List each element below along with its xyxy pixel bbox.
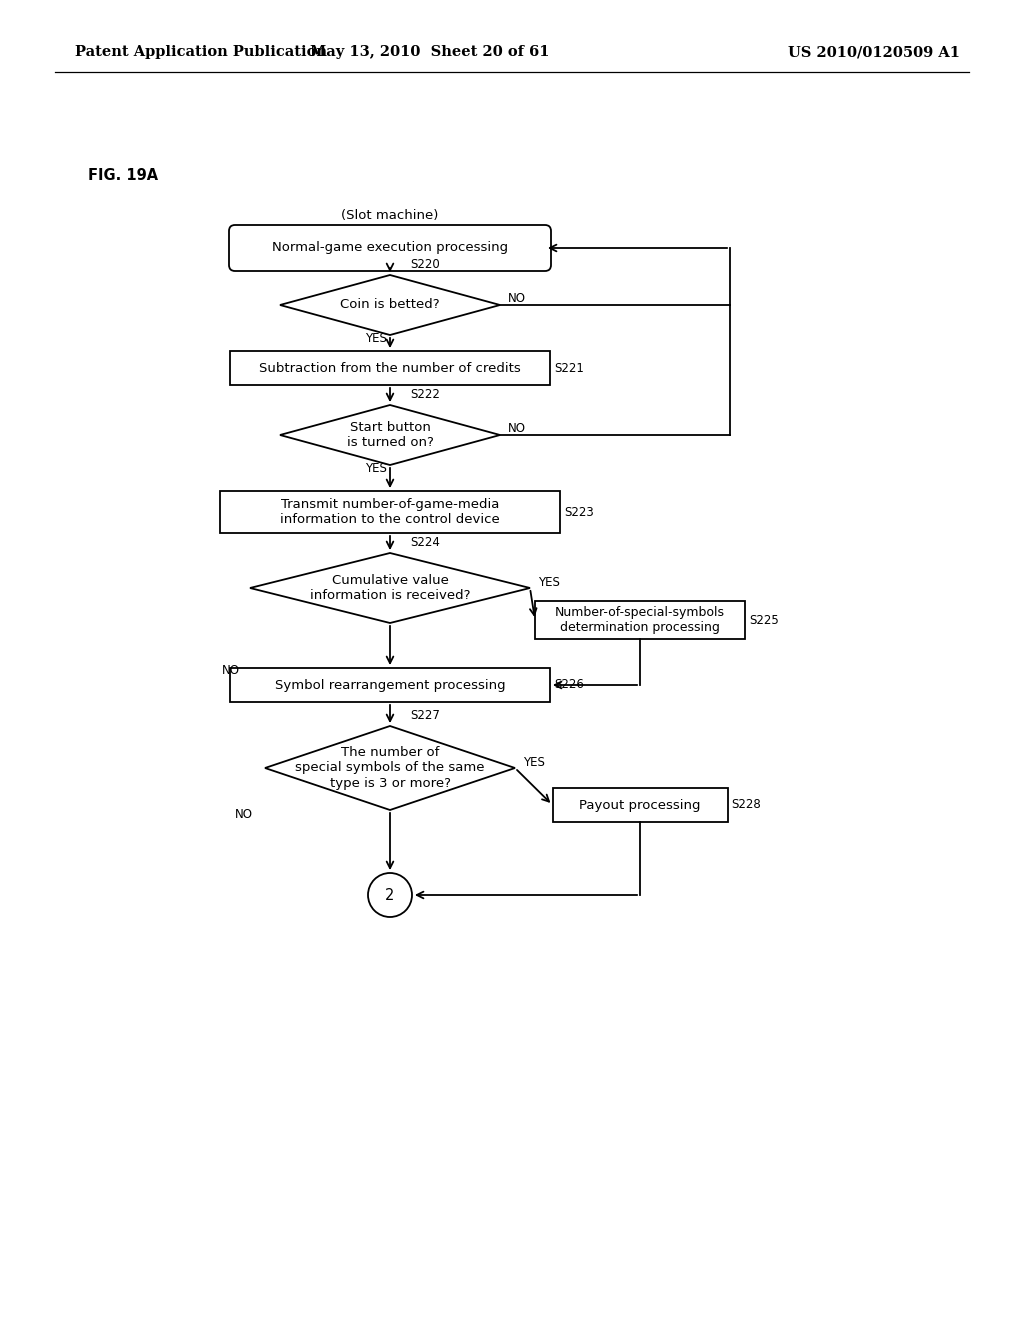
- Bar: [535, 601, 745, 639]
- FancyBboxPatch shape: [229, 224, 551, 271]
- Polygon shape: [280, 405, 500, 465]
- Circle shape: [368, 873, 412, 917]
- Bar: [220, 491, 560, 533]
- Text: NO: NO: [508, 293, 526, 305]
- Text: NO: NO: [222, 664, 240, 677]
- Text: Number-of-special-symbols
determination processing: Number-of-special-symbols determination …: [555, 606, 725, 634]
- Text: 2: 2: [385, 887, 394, 903]
- Bar: [230, 668, 550, 702]
- Text: YES: YES: [366, 333, 387, 345]
- Text: May 13, 2010  Sheet 20 of 61: May 13, 2010 Sheet 20 of 61: [310, 45, 550, 59]
- Text: YES: YES: [523, 755, 545, 768]
- Text: Patent Application Publication: Patent Application Publication: [75, 45, 327, 59]
- Polygon shape: [280, 275, 500, 335]
- Polygon shape: [265, 726, 515, 810]
- Bar: [553, 788, 727, 822]
- Text: S221: S221: [554, 362, 584, 375]
- Text: FIG. 19A: FIG. 19A: [88, 168, 158, 182]
- Text: YES: YES: [366, 462, 387, 475]
- Text: Coin is betted?: Coin is betted?: [340, 298, 440, 312]
- Text: US 2010/0120509 A1: US 2010/0120509 A1: [788, 45, 961, 59]
- Text: Subtraction from the number of credits: Subtraction from the number of credits: [259, 362, 521, 375]
- Text: S222: S222: [410, 388, 440, 401]
- Text: S220: S220: [410, 257, 439, 271]
- Text: (Slot machine): (Slot machine): [341, 209, 438, 222]
- Text: Symbol rearrangement processing: Symbol rearrangement processing: [274, 678, 505, 692]
- Text: Transmit number-of-game-media
information to the control device: Transmit number-of-game-media informatio…: [281, 498, 500, 525]
- Text: S223: S223: [564, 506, 594, 519]
- Bar: [230, 351, 550, 385]
- Text: S228: S228: [731, 799, 761, 812]
- Text: Start button
is turned on?: Start button is turned on?: [346, 421, 433, 449]
- Text: S226: S226: [554, 678, 584, 692]
- Text: Cumulative value
information is received?: Cumulative value information is received…: [309, 574, 470, 602]
- Polygon shape: [250, 553, 530, 623]
- Text: Normal-game execution processing: Normal-game execution processing: [272, 242, 508, 255]
- Text: The number of
special symbols of the same
type is 3 or more?: The number of special symbols of the sam…: [295, 747, 484, 789]
- Text: NO: NO: [508, 422, 526, 436]
- Text: YES: YES: [538, 576, 560, 589]
- Text: S225: S225: [749, 614, 778, 627]
- Text: S224: S224: [410, 536, 440, 549]
- Text: NO: NO: [234, 808, 253, 821]
- Text: Payout processing: Payout processing: [580, 799, 700, 812]
- Text: S227: S227: [410, 709, 440, 722]
